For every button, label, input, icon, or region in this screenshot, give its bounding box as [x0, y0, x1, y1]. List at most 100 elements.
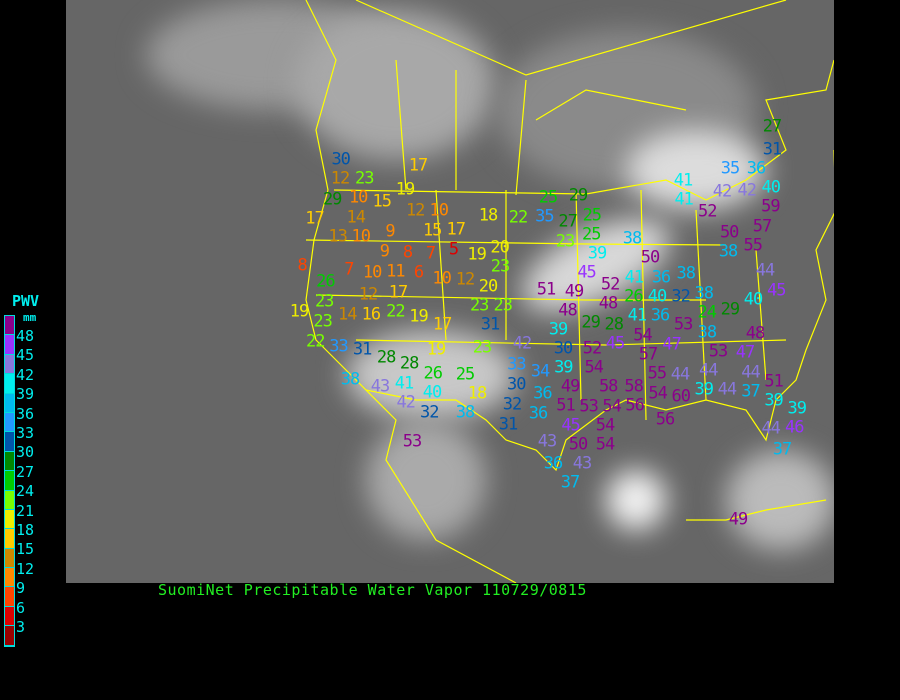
station-pwv-value: 38: [622, 228, 643, 249]
legend-label: 18: [16, 521, 35, 539]
station-pwv-value: 57: [752, 216, 773, 237]
station-pwv-value: 9: [379, 241, 390, 262]
station-pwv-value: 38: [340, 369, 361, 390]
station-pwv-value: 44: [741, 362, 761, 383]
station-pwv-value: 5: [448, 239, 459, 260]
station-pwv-value: 55: [743, 235, 764, 256]
station-pwv-value: 13: [328, 226, 348, 247]
station-pwv-value: 44: [717, 379, 738, 400]
station-pwv-value: 54: [595, 415, 616, 436]
legend-swatch: [5, 374, 14, 394]
station-pwv-value: 32: [502, 394, 523, 415]
station-pwv-value: 17: [446, 219, 467, 240]
cloud: [626, 130, 766, 210]
legend-label: 36: [16, 404, 35, 423]
station-pwv-value: 19: [467, 244, 487, 265]
station-pwv-value: 26: [423, 363, 444, 384]
station-pwv-value: 40: [743, 289, 764, 310]
station-pwv-value: 22: [306, 331, 326, 352]
station-pwv-value: 26: [624, 286, 644, 307]
cloud: [606, 470, 666, 530]
station-pwv-value: 37: [772, 439, 793, 460]
legend-label: 27: [16, 462, 35, 481]
station-pwv-value: 27: [558, 211, 578, 232]
station-pwv-value: 11: [386, 261, 406, 282]
station-pwv-value: 54: [602, 396, 622, 417]
map-title: SuomiNet Precipitable Water Vapor 110729…: [158, 581, 587, 599]
station-pwv-value: 8: [297, 255, 308, 276]
station-pwv-value: 10: [362, 262, 383, 283]
station-pwv-value: 15: [422, 220, 443, 241]
station-pwv-value: 59: [761, 196, 781, 217]
station-pwv-value: 44: [755, 260, 776, 281]
station-pwv-value: 10: [429, 200, 450, 221]
station-pwv-value: 28: [399, 353, 420, 374]
station-pwv-value: 45: [605, 333, 626, 354]
station-pwv-value: 22: [508, 207, 529, 228]
station-pwv-value: 58: [624, 376, 644, 397]
legend-swatch: [5, 335, 14, 355]
legend-swatch: [5, 451, 14, 472]
legend-swatch: [5, 393, 14, 413]
station-pwv-value: 10: [348, 187, 369, 208]
legend-label: 48: [16, 327, 35, 345]
station-pwv-value: 50: [640, 247, 661, 268]
station-pwv-value: 28: [604, 314, 625, 335]
station-pwv-value: 23: [490, 256, 511, 277]
station-pwv-value: 53: [673, 314, 694, 335]
station-pwv-value: 49: [728, 509, 749, 530]
legend-label: 9: [16, 579, 26, 598]
station-pwv-value: 56: [655, 409, 676, 430]
legend-swatch: [5, 316, 14, 336]
legend-swatch: [5, 509, 14, 530]
station-pwv-value: 47: [662, 334, 682, 355]
station-pwv-value: 41: [674, 189, 694, 210]
station-pwv-value: 14: [346, 207, 367, 228]
station-pwv-value: 24: [697, 302, 717, 323]
legend-label: 12: [16, 559, 35, 578]
station-pwv-value: 43: [537, 431, 558, 452]
legend-label: 42: [16, 365, 35, 384]
station-pwv-value: 23: [472, 337, 493, 358]
legend-label: 33: [16, 424, 35, 442]
station-pwv-value: 39: [694, 379, 715, 400]
legend-swatch: [5, 490, 14, 510]
station-pwv-value: 12: [455, 269, 476, 290]
satellite-map: 17 30 23 12 29 19 10 15 17 14 12 10 18 22 13 10 9 15 17 5 9 8…: [66, 0, 834, 583]
station-pwv-value: 38: [676, 263, 697, 284]
station-pwv-value: 55: [647, 363, 668, 384]
station-pwv-value: 34: [530, 361, 551, 382]
station-pwv-value: 35: [720, 158, 741, 179]
legend-swatch: [5, 587, 14, 607]
station-pwv-value: 20: [490, 237, 510, 258]
station-pwv-value: 18: [478, 205, 499, 226]
station-pwv-value: 60: [671, 386, 691, 407]
station-pwv-value: 29: [720, 299, 741, 320]
station-pwv-value: 54: [633, 325, 653, 346]
station-pwv-value: 18: [467, 383, 488, 404]
station-pwv-value: 29: [568, 185, 589, 206]
legend-swatch: [5, 432, 14, 452]
station-pwv-value: 23: [355, 168, 375, 189]
station-pwv-value: 32: [420, 402, 440, 423]
station-pwv-value: 45: [561, 415, 581, 436]
station-pwv-value: 44: [670, 364, 691, 385]
legend-label: 45: [16, 346, 35, 365]
station-pwv-value: 25: [455, 364, 476, 385]
station-pwv-value: 50: [568, 434, 589, 455]
station-pwv-value: 10: [351, 226, 371, 247]
station-pwv-value: 17: [408, 155, 429, 176]
station-pwv-value: 9: [385, 221, 395, 242]
station-pwv-value: 41: [673, 170, 694, 191]
station-pwv-value: 57: [638, 344, 659, 365]
station-pwv-value: 30: [331, 149, 351, 170]
station-pwv-value: 38: [718, 241, 739, 262]
legend-label: 24: [16, 482, 35, 501]
station-pwv-value: 36: [533, 383, 553, 404]
station-pwv-value: 16: [361, 304, 382, 325]
station-pwv-value: 53: [708, 341, 729, 362]
station-pwv-value: 58: [598, 376, 619, 397]
station-pwv-value: 36: [650, 305, 671, 326]
station-pwv-value: 36: [746, 158, 767, 179]
